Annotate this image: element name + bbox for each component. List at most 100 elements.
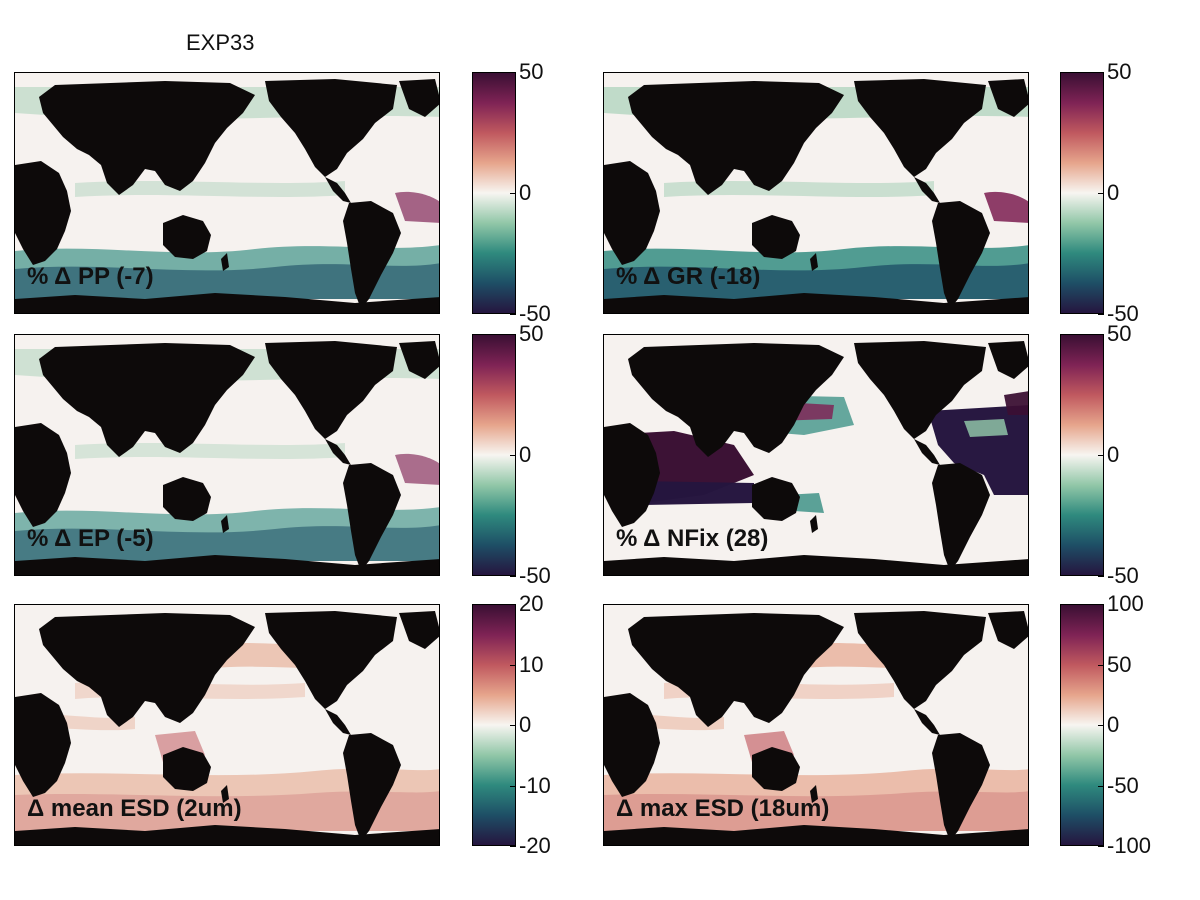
landmass: [163, 215, 211, 259]
colorbar-tick-label: 10: [519, 652, 544, 677]
colorbar-tick-label: -100: [1107, 833, 1152, 858]
landmass: [932, 463, 990, 571]
colorbar-tickmark: [1098, 334, 1104, 335]
colorbar-tickmark: [510, 725, 516, 726]
colorbar-tick-label: 50: [519, 59, 544, 84]
anomaly-region: [15, 525, 439, 561]
anomaly-region: [604, 791, 1028, 831]
landmass: [932, 733, 990, 841]
colorbar-tick-label: 20: [519, 591, 544, 616]
colorbar-tickmark: [1098, 314, 1104, 315]
map-plot-gr: [604, 73, 1028, 313]
panel-label-mesd: Δ mean ESD (2um): [27, 795, 242, 822]
colorbar-tickmark: [510, 576, 516, 577]
anomaly-region: [15, 263, 439, 299]
landmass: [604, 161, 660, 265]
landmass: [914, 439, 940, 465]
landmass: [265, 341, 397, 439]
panel-label-pp: % Δ PP (-7): [27, 263, 154, 290]
landmass: [325, 709, 351, 735]
landmass: [628, 343, 844, 457]
colorbar-tickmark: [1098, 604, 1104, 605]
landmass: [39, 613, 255, 727]
landmass: [854, 79, 986, 177]
landmass: [988, 79, 1028, 117]
colorbar-tickmark: [1098, 72, 1104, 73]
landmass: [988, 611, 1028, 649]
anomaly-region: [604, 263, 1028, 299]
anomaly-region: [664, 181, 934, 197]
landmass: [163, 477, 211, 521]
colorbar-tickmark: [510, 314, 516, 315]
landmass: [854, 341, 986, 439]
landmass: [932, 201, 990, 309]
landmass: [604, 555, 1028, 575]
anomaly-region: [634, 481, 754, 505]
colorbar-tick-label: 0: [519, 712, 532, 737]
landmass: [399, 611, 439, 649]
panel-label-nfix: % Δ NFix (28): [616, 525, 769, 552]
landmass: [604, 423, 660, 527]
colorbar-tick-label: 0: [1107, 442, 1120, 467]
landmass: [39, 81, 255, 195]
landmass: [914, 177, 940, 203]
colorbar-tickmark: [510, 786, 516, 787]
landmass: [15, 423, 71, 527]
colorbar-tick-label: -50: [1107, 301, 1139, 326]
colorbar-pp: [472, 72, 516, 314]
anomaly-region: [75, 443, 345, 459]
landmass: [325, 439, 351, 465]
colorbar-tickmark: [1098, 846, 1104, 847]
landmass: [810, 785, 818, 803]
map-plot-nfix: [604, 335, 1028, 575]
landmass: [604, 825, 1028, 845]
map-plot-mesd: [15, 605, 439, 845]
colorbar-tick-label: -50: [519, 301, 551, 326]
colorbar-tickmark: [1098, 193, 1104, 194]
colorbar-tick-label: 100: [1107, 591, 1144, 616]
landmass: [265, 79, 397, 177]
landmass: [15, 293, 439, 313]
anomaly-region: [1004, 391, 1028, 415]
landmass: [914, 709, 940, 735]
colorbar-tickmark: [1098, 665, 1104, 666]
anomaly-region: [15, 791, 439, 831]
colorbar-tick-label: -50: [1107, 773, 1139, 798]
anomaly-region: [75, 181, 345, 197]
landmass: [810, 515, 818, 533]
landmass: [399, 79, 439, 117]
landmass: [854, 611, 986, 709]
landmass: [265, 611, 397, 709]
anomaly-region: [395, 454, 439, 485]
colorbar-tick-label: 0: [519, 180, 532, 205]
colorbar-tick-label: 0: [1107, 180, 1120, 205]
landmass: [628, 613, 844, 727]
landmass: [343, 201, 401, 309]
map-gr: % Δ GR (-18): [603, 72, 1029, 314]
landmass: [325, 177, 351, 203]
colorbar-nfix: [1060, 334, 1104, 576]
anomaly-region: [984, 192, 1028, 223]
colorbar-tick-label: 0: [1107, 712, 1120, 737]
map-pp: % Δ PP (-7): [14, 72, 440, 314]
landmass: [752, 215, 800, 259]
landmass: [15, 555, 439, 575]
map-ep: % Δ EP (-5): [14, 334, 440, 576]
map-xesd: Δ max ESD (18um): [603, 604, 1029, 846]
colorbar-tickmark: [1098, 786, 1104, 787]
colorbar-xesd: [1060, 604, 1104, 846]
landmass: [15, 161, 71, 265]
map-plot-xesd: [604, 605, 1028, 845]
landmass: [343, 733, 401, 841]
colorbar-tickmark: [510, 193, 516, 194]
colorbar-tick-label: 0: [519, 442, 532, 467]
landmass: [15, 693, 71, 797]
landmass: [343, 463, 401, 571]
landmass: [221, 253, 229, 271]
colorbar-tickmark: [1098, 455, 1104, 456]
colorbar-tickmark: [510, 334, 516, 335]
panel-label-gr: % Δ GR (-18): [616, 263, 761, 290]
panel-label-ep: % Δ EP (-5): [27, 525, 154, 552]
colorbar-tickmark: [510, 455, 516, 456]
landmass: [604, 293, 1028, 313]
